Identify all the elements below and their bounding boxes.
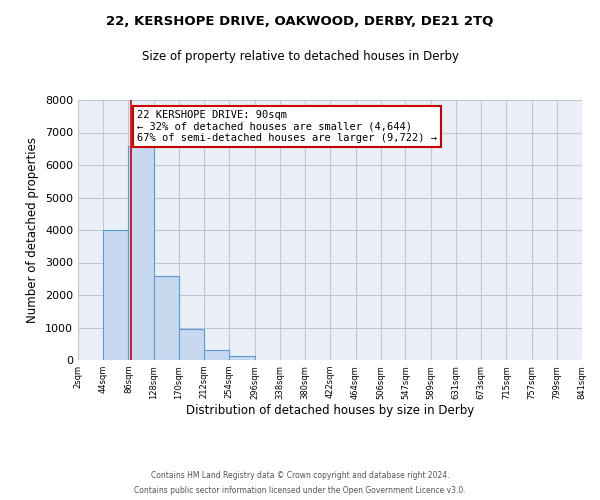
Text: Contains HM Land Registry data © Crown copyright and database right 2024.: Contains HM Land Registry data © Crown c…: [151, 471, 449, 480]
Text: 22 KERSHOPE DRIVE: 90sqm
← 32% of detached houses are smaller (4,644)
67% of sem: 22 KERSHOPE DRIVE: 90sqm ← 32% of detach…: [137, 110, 437, 143]
Bar: [103, 230, 128, 360]
Bar: [154, 276, 179, 360]
Bar: [128, 146, 154, 360]
Text: Size of property relative to detached houses in Derby: Size of property relative to detached ho…: [142, 50, 458, 63]
Bar: [229, 356, 254, 360]
X-axis label: Distribution of detached houses by size in Derby: Distribution of detached houses by size …: [186, 404, 474, 417]
Bar: [179, 329, 204, 360]
Text: 22, KERSHOPE DRIVE, OAKWOOD, DERBY, DE21 2TQ: 22, KERSHOPE DRIVE, OAKWOOD, DERBY, DE21…: [106, 15, 494, 28]
Bar: [204, 350, 229, 360]
Text: Contains public sector information licensed under the Open Government Licence v3: Contains public sector information licen…: [134, 486, 466, 495]
Y-axis label: Number of detached properties: Number of detached properties: [26, 137, 40, 323]
